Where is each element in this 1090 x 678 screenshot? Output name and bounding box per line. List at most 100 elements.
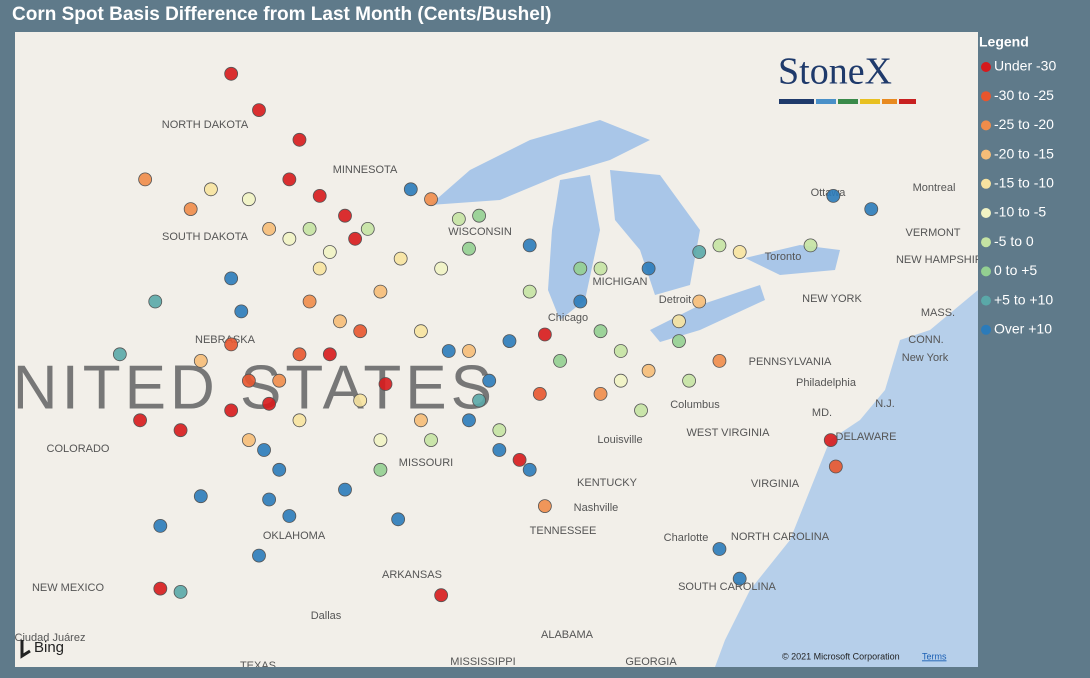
point	[712, 238, 727, 253]
legend-label: 0 to +5	[994, 262, 1037, 278]
logo-bar	[882, 99, 897, 104]
legend-swatch	[981, 91, 991, 102]
point	[593, 386, 608, 401]
country-label: UNITED STATES	[0, 353, 496, 422]
point	[434, 261, 449, 276]
legend-swatch	[981, 266, 991, 277]
point	[403, 182, 418, 197]
point	[153, 519, 168, 533]
place-label: COLORADO	[47, 443, 110, 455]
point	[322, 347, 337, 362]
legend-swatch	[981, 120, 991, 131]
point	[148, 294, 163, 309]
point	[593, 261, 608, 276]
lake-michigan	[548, 175, 600, 320]
point	[682, 373, 696, 388]
place-label: MASS.	[921, 307, 955, 319]
lake-ontario	[745, 245, 840, 275]
point	[282, 509, 297, 523]
point	[338, 482, 352, 497]
place-label: CONN.	[908, 334, 943, 346]
point	[732, 571, 747, 586]
point	[348, 231, 363, 246]
point	[537, 499, 552, 514]
place-label: MISSISSIPPI	[450, 656, 515, 668]
place-label: TEXAS	[240, 660, 276, 672]
point	[641, 261, 656, 276]
legend-label: -10 to -5	[994, 204, 1046, 220]
place-label: MD.	[812, 407, 832, 419]
place-label: VERMONT	[906, 227, 961, 239]
logo-bar	[779, 99, 814, 104]
place-label: NORTH CAROLINA	[731, 531, 830, 543]
place-label: OKLAHOMA	[263, 530, 326, 542]
point	[441, 344, 456, 358]
point	[532, 386, 547, 401]
point	[133, 413, 147, 428]
point	[712, 542, 727, 556]
point	[522, 284, 537, 299]
point	[512, 452, 527, 467]
point	[462, 413, 476, 428]
point	[672, 314, 686, 329]
point	[613, 373, 628, 388]
point	[302, 221, 317, 236]
point	[823, 433, 838, 448]
point	[378, 377, 393, 391]
legend-swatch	[981, 324, 991, 335]
point	[173, 585, 188, 599]
point	[573, 294, 588, 309]
point	[373, 462, 388, 477]
point	[826, 188, 841, 203]
point	[462, 344, 476, 358]
logo-bar	[816, 99, 836, 104]
point	[292, 132, 307, 147]
place-label: PENNSYLVANIA	[749, 356, 832, 368]
point	[204, 182, 218, 197]
point	[732, 245, 747, 259]
point	[537, 327, 552, 342]
point	[224, 337, 239, 352]
point	[414, 324, 428, 339]
point	[112, 347, 127, 362]
place-label: Nashville	[574, 502, 619, 514]
place-label: Ciudad Juárez	[15, 632, 86, 644]
logo: StoneX	[778, 51, 916, 104]
attribution: © 2021 Microsoft Corporation	[782, 651, 900, 661]
point	[183, 202, 198, 217]
legend-swatch	[981, 237, 991, 248]
legend-swatch	[981, 149, 991, 160]
place-label: Louisville	[597, 434, 642, 446]
point	[338, 208, 352, 223]
terms-link[interactable]: Terms	[922, 651, 947, 661]
point	[252, 548, 266, 563]
point	[472, 208, 487, 223]
legend-swatch	[981, 62, 991, 72]
logo-bar	[838, 99, 858, 104]
point	[434, 588, 449, 603]
point	[282, 172, 297, 187]
legend-label: +5 to +10	[994, 291, 1053, 307]
place-label: KENTUCKY	[577, 477, 638, 489]
legend-label: -25 to -20	[994, 116, 1054, 132]
point	[312, 261, 327, 276]
point	[262, 221, 277, 236]
point	[613, 344, 628, 358]
point	[224, 403, 239, 418]
point	[193, 353, 208, 368]
point	[414, 413, 428, 428]
point	[252, 103, 266, 117]
place-label: Charlotte	[664, 532, 709, 544]
point	[482, 373, 497, 388]
point	[353, 393, 368, 408]
place-label: Chicago	[548, 312, 588, 324]
point	[634, 403, 648, 418]
point	[522, 462, 537, 477]
point	[864, 202, 879, 217]
point	[373, 284, 388, 299]
point	[502, 334, 517, 349]
place-label: Detroit	[659, 294, 691, 306]
place-label: NEW YORK	[802, 293, 862, 305]
point	[234, 304, 249, 319]
